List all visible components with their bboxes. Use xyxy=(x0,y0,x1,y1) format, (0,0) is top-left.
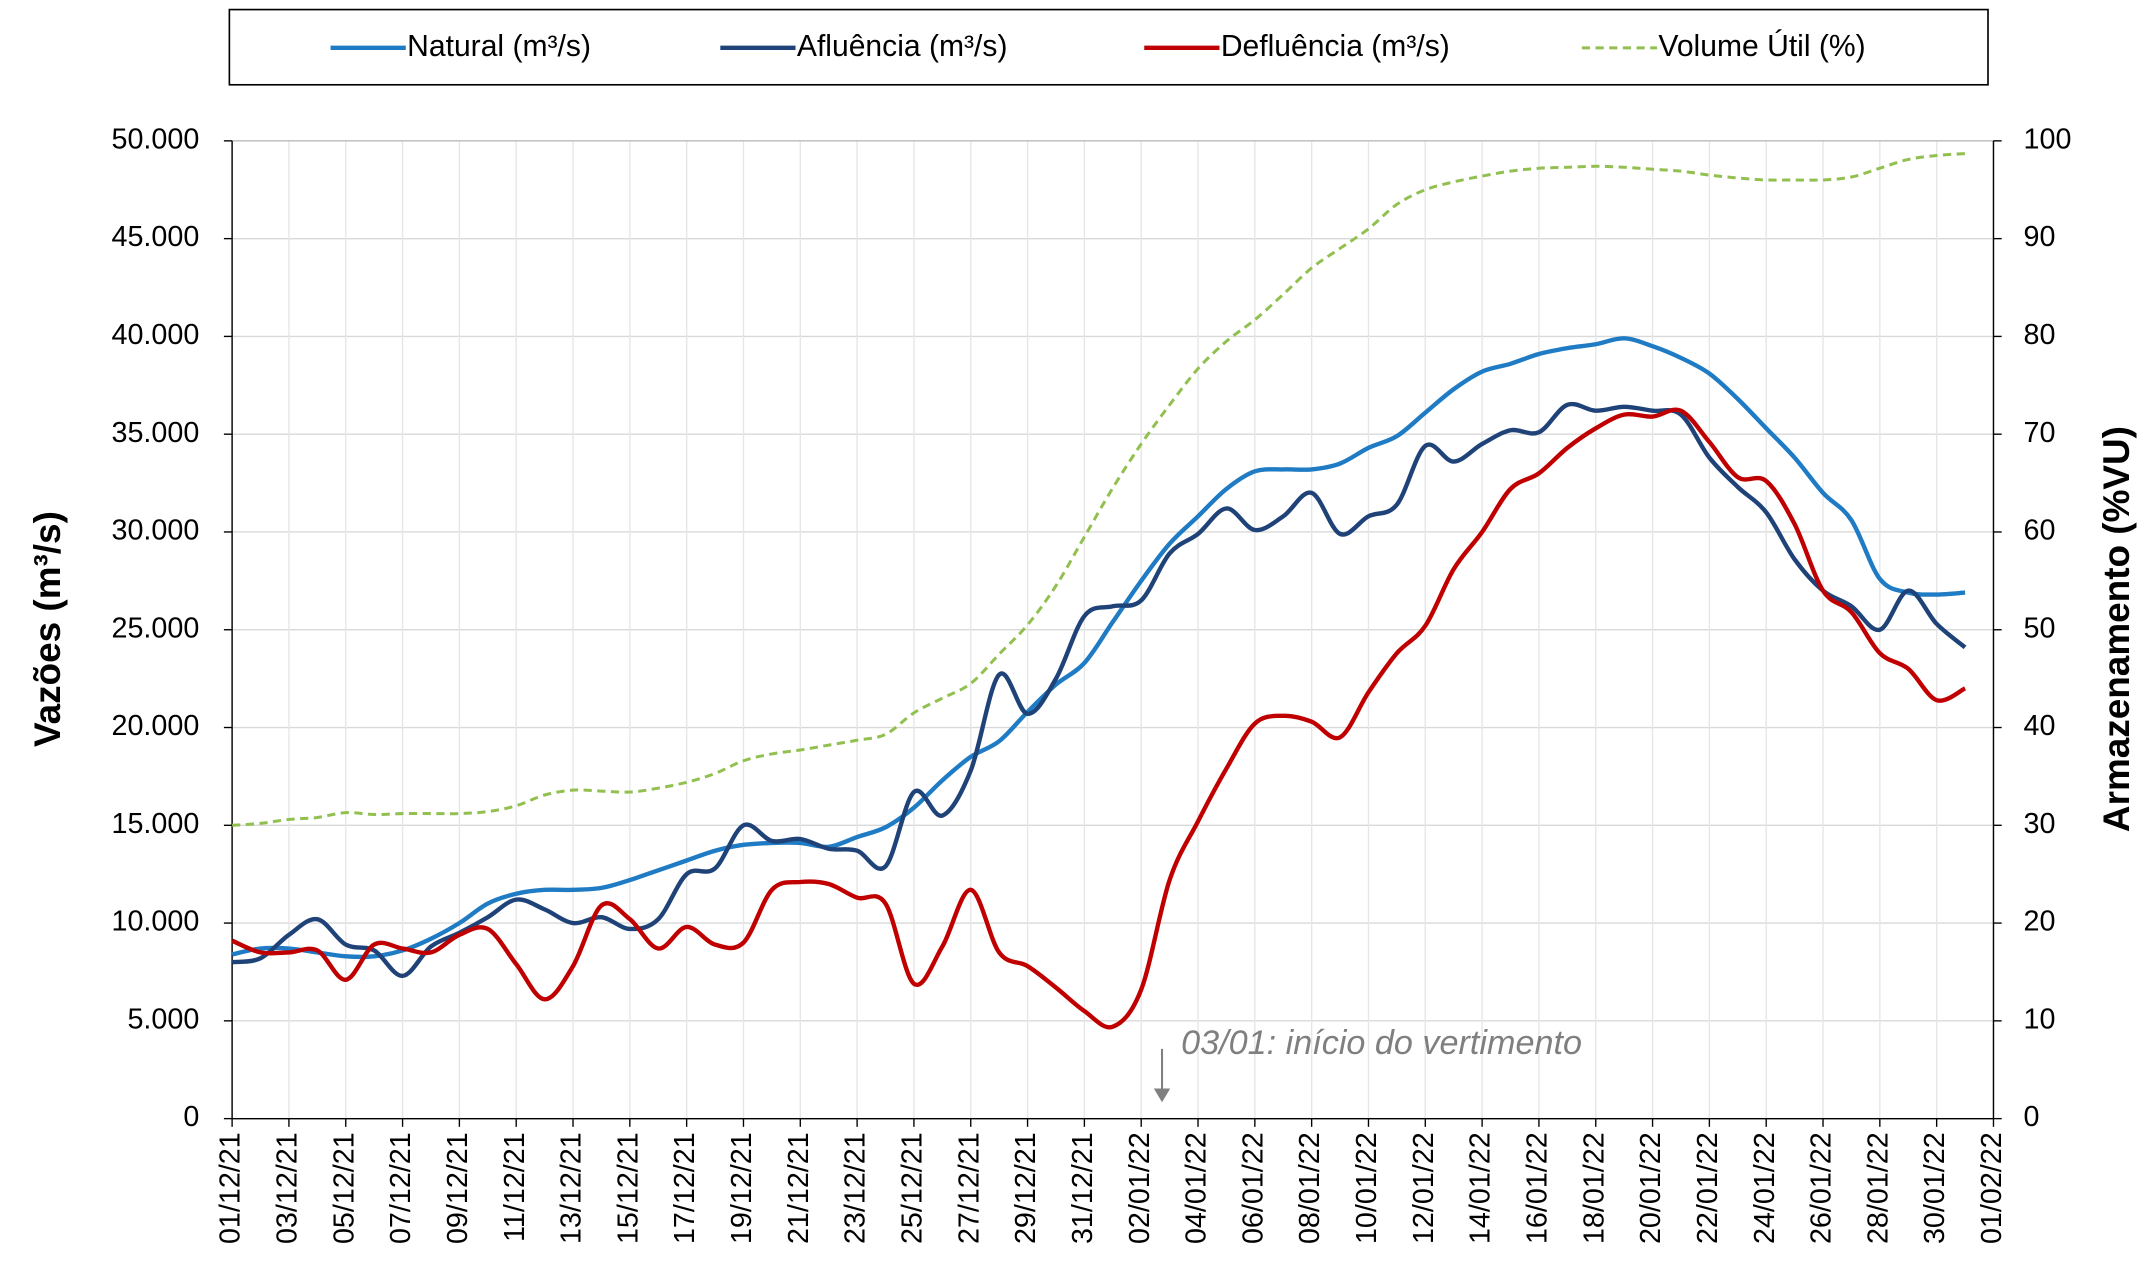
y-tick-label: 25.000 xyxy=(111,612,199,644)
x-tick-label: 19/12/21 xyxy=(726,1132,758,1244)
x-tick-label: 10/01/22 xyxy=(1351,1132,1383,1244)
series-line xyxy=(231,407,1967,1030)
x-tick-label: 09/12/21 xyxy=(442,1132,474,1244)
y-tick-label: 15.000 xyxy=(111,808,199,840)
y2-tick-label: 60 xyxy=(2024,515,2056,547)
y2-tick-label: 90 xyxy=(2024,221,2056,253)
y-tick-label: 0 xyxy=(183,1101,199,1133)
x-tick-label: 27/12/21 xyxy=(953,1132,985,1244)
x-tick-label: 01/12/21 xyxy=(215,1132,247,1244)
y-tick-label: 35.000 xyxy=(111,417,199,449)
x-tick-label: 14/01/22 xyxy=(1465,1132,1497,1244)
y-axis-title: Vazões (m³/s) xyxy=(27,511,68,747)
x-tick-label: 08/01/22 xyxy=(1294,1132,1326,1244)
x-tick-label: 18/01/22 xyxy=(1578,1132,1610,1244)
x-tick-label: 02/01/22 xyxy=(1124,1132,1156,1244)
x-tick-label: 11/12/21 xyxy=(499,1132,531,1242)
y2-tick-label: 70 xyxy=(2024,417,2056,449)
legend-label: Afluência (m³/s) xyxy=(797,30,1008,63)
x-tick-label: 28/01/22 xyxy=(1862,1132,1894,1244)
x-tick-label: 29/12/21 xyxy=(1010,1132,1042,1244)
legend-label: Defluência (m³/s) xyxy=(1221,30,1450,63)
grid xyxy=(231,140,1995,1120)
x-tick-label: 21/12/21 xyxy=(783,1132,815,1244)
x-tick-label: 25/12/21 xyxy=(897,1132,929,1244)
legend-label: Volume Útil (%) xyxy=(1658,30,1865,63)
y2-tick-label: 0 xyxy=(2024,1101,2040,1133)
y-tick-label: 5.000 xyxy=(127,1003,199,1035)
annotation-arrow-head xyxy=(1153,1088,1171,1103)
x-tick-label: 17/12/21 xyxy=(669,1132,701,1244)
x-tick-label: 05/12/21 xyxy=(328,1132,360,1244)
x-tick-label: 30/01/22 xyxy=(1919,1132,1951,1244)
legend-label: Natural (m³/s) xyxy=(407,30,591,63)
legend-box xyxy=(228,8,1989,86)
y-tick-label: 30.000 xyxy=(111,515,199,547)
y-tick-label: 50.000 xyxy=(111,123,199,155)
y2-tick-label: 80 xyxy=(2024,319,2056,351)
x-tick-label: 07/12/21 xyxy=(385,1132,417,1244)
series-line xyxy=(231,401,1967,979)
y2-tick-label: 30 xyxy=(2024,808,2056,840)
y2-axis-title: Armazenamento (%VU) xyxy=(2096,426,2137,832)
x-tick-label: 01/02/22 xyxy=(1976,1132,2008,1244)
x-tick-label: 20/01/22 xyxy=(1635,1132,1667,1244)
y2-tick-label: 50 xyxy=(2024,612,2056,644)
x-tick-label: 22/01/22 xyxy=(1692,1132,1724,1244)
x-tick-label: 04/01/22 xyxy=(1181,1132,1213,1244)
series-line xyxy=(232,152,1966,827)
annotation: 03/01: início do vertimento xyxy=(1181,1024,1582,1062)
y-tick-label: 20.000 xyxy=(111,710,199,742)
x-tick-label: 15/12/21 xyxy=(612,1132,644,1244)
x-tick-label: 06/01/22 xyxy=(1237,1132,1269,1244)
x-tick-label: 13/12/21 xyxy=(556,1132,588,1244)
x-tick-label: 16/01/22 xyxy=(1522,1132,1554,1244)
x-tick-label: 12/01/22 xyxy=(1408,1132,1440,1244)
y-tick-label: 10.000 xyxy=(111,906,199,938)
y2-tick-label: 20 xyxy=(2024,906,2056,938)
x-tick-label: 24/01/22 xyxy=(1749,1132,1781,1244)
x-tick-label: 31/12/21 xyxy=(1067,1132,1099,1244)
y2-tick-label: 10 xyxy=(2024,1003,2056,1035)
y-tick-label: 40.000 xyxy=(111,319,199,351)
y2-tick-label: 100 xyxy=(2024,123,2072,155)
x-tick-label: 23/12/21 xyxy=(840,1132,872,1244)
y2-tick-label: 40 xyxy=(2024,710,2056,742)
y-tick-label: 45.000 xyxy=(111,221,199,253)
series-line xyxy=(231,336,1966,960)
x-tick-label: 03/12/21 xyxy=(272,1132,304,1244)
x-tick-label: 26/01/22 xyxy=(1806,1132,1838,1244)
